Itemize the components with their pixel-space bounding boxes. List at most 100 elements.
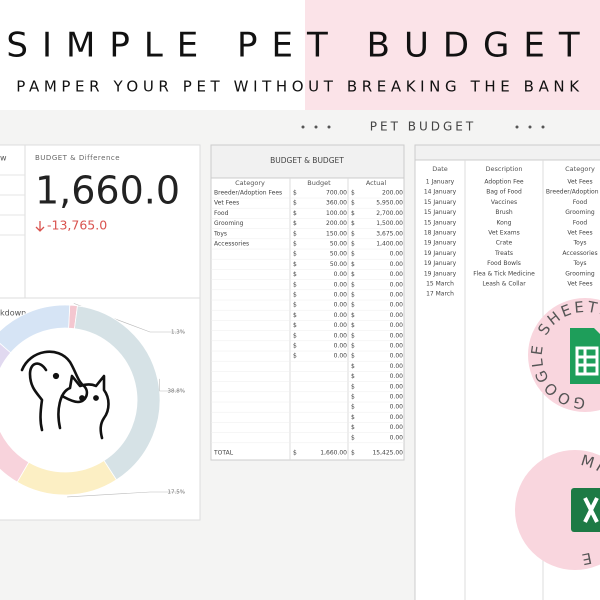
column-header: Actual	[366, 179, 387, 187]
sheets-grid	[575, 346, 599, 376]
cell: 15 January	[424, 219, 457, 226]
currency: $	[351, 353, 355, 360]
cell: 19 January	[424, 270, 457, 277]
cell: 0.00	[390, 251, 404, 258]
dot	[327, 125, 331, 129]
cell: 0.00	[390, 292, 404, 299]
cell: Toys	[573, 260, 587, 267]
cell: 0.00	[390, 312, 404, 319]
cell: 3,675.00	[376, 230, 403, 237]
header-pink	[305, 0, 600, 110]
currency: $	[351, 230, 355, 237]
cell: Vaccines	[491, 199, 517, 206]
cell: 0.00	[334, 332, 348, 339]
cell: 0.00	[334, 271, 348, 278]
currency: $	[351, 322, 355, 329]
left-header: w	[0, 154, 7, 163]
budget-table	[210, 144, 405, 461]
dot	[528, 125, 532, 129]
column-header: Description	[485, 165, 522, 173]
currency: $	[293, 261, 297, 268]
cell: 0.00	[390, 434, 404, 441]
cell: Bag of Food	[486, 189, 522, 196]
currency: $	[351, 434, 355, 441]
cell: 0.00	[334, 312, 348, 319]
summary-amount: 1,660.0	[35, 169, 180, 213]
cell: Vet Fees	[567, 179, 592, 186]
currency: $	[351, 261, 355, 268]
donut-slice	[0, 304, 71, 354]
cell: Toys	[213, 230, 227, 237]
budget-table-header	[210, 144, 405, 179]
cell: Food	[214, 210, 229, 217]
cell: 15 March	[426, 281, 454, 288]
cell: Accessories	[214, 241, 249, 248]
dot	[541, 125, 545, 129]
title: SIMPLE PET BUDGET	[6, 26, 593, 66]
leader-line	[67, 491, 185, 498]
cell: 0.00	[390, 363, 404, 370]
cell: Flea & Tick Medicine	[473, 270, 535, 277]
cell: Vet Exams	[488, 230, 520, 237]
cat-outline	[57, 374, 110, 440]
cat-eye	[79, 395, 85, 401]
cell: Grooming	[214, 220, 244, 227]
cell: 100.00	[326, 210, 347, 217]
budget-table-title: BUDGET & BUDGET	[270, 156, 344, 165]
dot	[314, 125, 318, 129]
excel-badge	[515, 450, 600, 570]
dot	[301, 125, 305, 129]
currency: $	[293, 241, 297, 248]
cell: 0.00	[334, 281, 348, 288]
column-header: Date	[432, 165, 448, 173]
cell: 360.00	[326, 200, 347, 207]
cell: 0.00	[390, 353, 404, 360]
currency: $	[351, 200, 355, 207]
currency: $	[351, 332, 355, 339]
down-arrow	[35, 221, 45, 232]
currency: $	[351, 404, 355, 411]
currency: $	[293, 292, 297, 299]
currency: $	[351, 383, 355, 390]
cell: 1,400.00	[376, 241, 403, 248]
cell: 0.00	[334, 322, 348, 329]
cat-eye	[93, 395, 99, 401]
cell: 50.00	[330, 251, 347, 258]
total-cell: 1,660.00	[320, 450, 347, 457]
currency: $	[351, 220, 355, 227]
leader-line	[159, 378, 185, 392]
currency: $	[293, 271, 297, 278]
cell: 5,950.00	[376, 200, 403, 207]
cell: 0.00	[334, 302, 348, 309]
cell: 14 January	[424, 189, 457, 196]
cell: 0.00	[334, 353, 348, 360]
cell: 700.00	[326, 190, 347, 197]
currency: $	[351, 281, 355, 288]
currency: $	[293, 343, 297, 350]
column-header: Category	[565, 165, 595, 173]
currency: $	[351, 414, 355, 421]
cell: 15 January	[424, 199, 457, 206]
cell: Food	[573, 219, 588, 226]
total-cell: 15,425.00	[372, 450, 403, 457]
cell: 18 January	[424, 230, 457, 237]
cell: 200.00	[382, 190, 403, 197]
section-title: PET BUDGET	[370, 120, 476, 134]
cell: Vet Fees	[567, 230, 592, 237]
cell: 0.00	[334, 292, 348, 299]
cell: 0.00	[390, 414, 404, 421]
currency: $	[293, 450, 297, 457]
currency: $	[293, 302, 297, 309]
currency: $	[293, 210, 297, 217]
pet-logo	[20, 350, 110, 440]
slice-label: 17.5%	[168, 490, 185, 496]
column-header: Category	[235, 179, 265, 187]
cell: Breeder/Adoption Fees	[546, 189, 600, 196]
currency: $	[351, 251, 355, 258]
cell: Grooming	[565, 209, 595, 216]
cell: Vet Fees	[567, 281, 592, 288]
currency: $	[351, 394, 355, 401]
transactions-header	[414, 144, 600, 161]
currency: $	[351, 271, 355, 278]
